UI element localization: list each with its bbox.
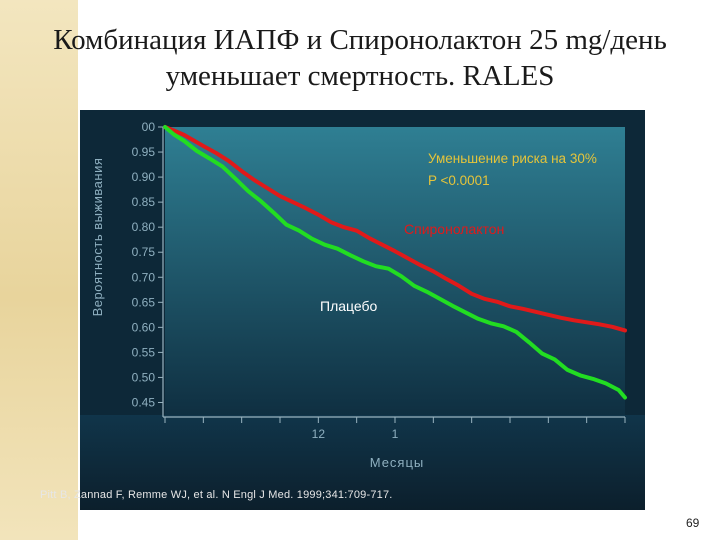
x-ticks: 12 1 bbox=[164, 417, 626, 441]
y-tick-label: 0.80 bbox=[132, 220, 156, 234]
x-tick-label: 1 bbox=[392, 427, 399, 441]
y-tick-label: 00 bbox=[142, 120, 156, 134]
y-tick-label: 0.85 bbox=[132, 195, 156, 209]
x-axis-label: Месяцы bbox=[370, 455, 425, 470]
y-tick-label: 0.60 bbox=[132, 320, 156, 334]
left-decor-band bbox=[0, 0, 78, 540]
x-tick-label: 12 bbox=[312, 427, 326, 441]
y-tick-label: 0.75 bbox=[132, 245, 156, 259]
y-tick-label: 0.65 bbox=[132, 295, 156, 309]
source-citation: Pitt B, Zannad F, Remme WJ, et al. N Eng… bbox=[40, 489, 393, 501]
spironolactone-label: Спиронолактон bbox=[404, 221, 504, 237]
y-ticks: 00 0.95 0.90 0.85 0.80 0.75 0.70 0.65 0.60 0.55 0.… bbox=[132, 120, 163, 409]
risk-reduction-annotation: Уменьшение риска на 30% bbox=[428, 151, 597, 166]
y-tick-label: 0.70 bbox=[132, 270, 156, 284]
series-group bbox=[163, 125, 627, 400]
y-axis-label: Вероятность выживания bbox=[90, 158, 105, 317]
y-tick-label: 0.90 bbox=[132, 170, 156, 184]
chart-lower-bg bbox=[80, 415, 645, 510]
p-value-annotation: P <0.0001 bbox=[428, 173, 490, 188]
placebo-line bbox=[163, 125, 627, 400]
placebo-label: Плацебо bbox=[320, 298, 378, 314]
page-number: 69 bbox=[686, 516, 700, 530]
title-line-2: уменьшает смертность. RALES bbox=[165, 60, 555, 92]
y-tick-label: 0.45 bbox=[132, 395, 156, 409]
slide-title: Комбинация ИАПФ и Спиронолактон 25 mg/де… bbox=[0, 22, 720, 94]
y-tick-label: 0.95 bbox=[132, 145, 156, 159]
spironolactone-line bbox=[163, 125, 627, 333]
title-line-1: Комбинация ИАПФ и Спиронолактон 25 mg/де… bbox=[53, 24, 667, 56]
y-tick-label: 0.50 bbox=[132, 370, 156, 384]
y-tick-label: 0.55 bbox=[132, 345, 156, 359]
